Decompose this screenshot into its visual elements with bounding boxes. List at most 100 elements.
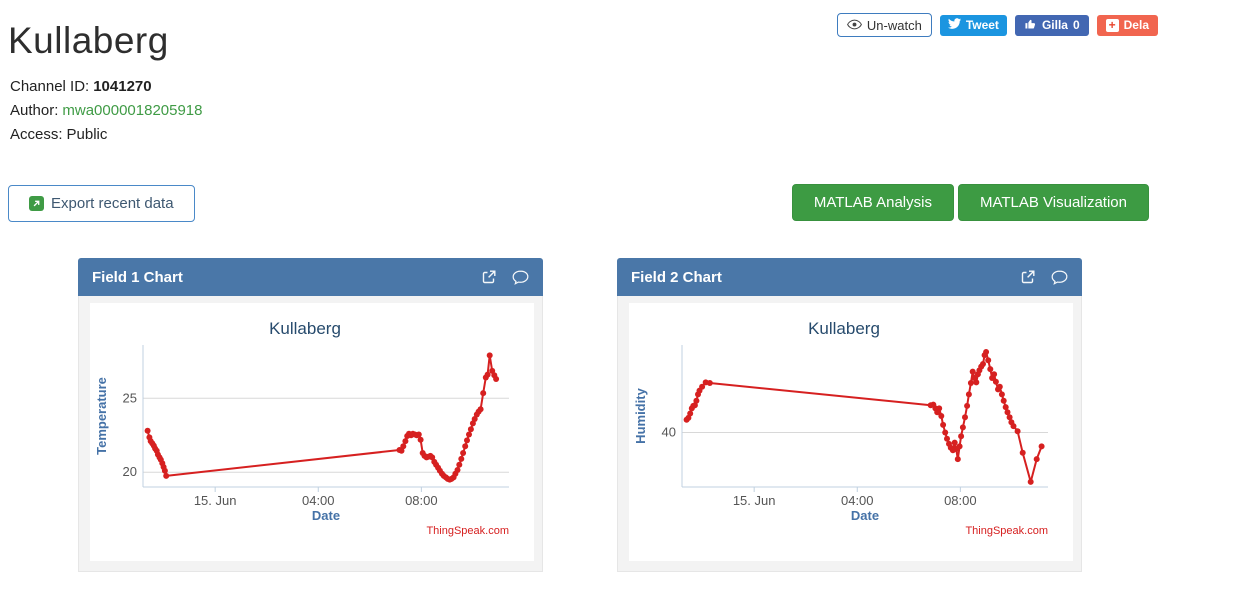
like-count: 0 — [1072, 18, 1080, 32]
channel-id-label: Channel ID: — [10, 78, 90, 95]
channel-id-value: 1041270 — [93, 78, 152, 95]
data-point — [940, 421, 947, 428]
data-point — [959, 424, 966, 431]
data-point — [969, 368, 976, 375]
data-point — [477, 406, 484, 413]
social-bar: Un-watch Tweet Gilla 0 + Dela — [836, 13, 1158, 37]
tweet-button[interactable]: Tweet — [939, 14, 1007, 36]
data-point — [951, 439, 958, 446]
data-point — [493, 376, 500, 382]
x-tick-label: 15. Jun — [194, 493, 237, 508]
data-point — [400, 443, 407, 450]
page-title: Kullaberg — [8, 20, 169, 61]
y-axis-title: Humidity — [633, 387, 648, 443]
y-axis-title: Temperature — [94, 377, 109, 455]
data-point — [466, 431, 472, 438]
comment-icon[interactable] — [512, 270, 529, 285]
external-link-icon[interactable] — [481, 269, 497, 285]
data-point — [973, 379, 980, 386]
data-point — [1014, 428, 1021, 435]
data-point — [699, 383, 706, 390]
data-point — [1010, 423, 1017, 430]
chart-title: Kullaberg — [269, 319, 341, 338]
share-plus-icon: + — [1105, 18, 1119, 32]
author-line: Author: mwa0000018205918 — [10, 99, 203, 123]
data-point — [1019, 449, 1026, 456]
data-point — [429, 454, 436, 461]
data-point — [706, 380, 713, 386]
x-tick-label: 04:00 — [841, 493, 874, 508]
matlab-visualization-button[interactable]: MATLAB Visualization — [957, 184, 1149, 221]
chart-svg: Kullaberg 40 15. Jun 04:00 08:00 Humidity Date… — [633, 319, 1048, 537]
share-button[interactable]: + Dela — [1096, 14, 1158, 36]
data-point — [985, 357, 992, 364]
data-point — [163, 472, 170, 479]
data-point — [462, 443, 469, 450]
matlab-analysis-button[interactable]: MATLAB Analysis — [791, 184, 954, 221]
x-axis-title: Date — [312, 508, 340, 523]
data-point — [1038, 443, 1045, 450]
field1-panel-body: Kullaberg 20 25 15. Jun 04:00 08:00 Temperatur… — [78, 296, 543, 572]
share-label: Dela — [1123, 18, 1149, 32]
data-point — [962, 414, 968, 421]
data-point — [467, 426, 474, 433]
channel-info: Channel ID: 1041270 Author: mwa00000182059… — [10, 75, 203, 147]
field2-chart: Kullaberg 40 15. Jun 04:00 08:00 Humidity Date… — [629, 303, 1073, 561]
like-label: Gilla — [1041, 18, 1068, 32]
data-point — [471, 416, 478, 422]
export-recent-data-button[interactable]: Export recent data — [8, 185, 195, 222]
data-point — [992, 378, 999, 385]
x-tick-label: 04:00 — [302, 493, 335, 508]
data-point — [464, 437, 470, 444]
data-point — [942, 429, 949, 436]
data-point — [456, 461, 463, 468]
comment-icon[interactable] — [1051, 270, 1068, 285]
data-point — [458, 455, 465, 462]
channel-id-line: Channel ID: 1041270 — [10, 75, 203, 99]
field2-chart-panel: Field 2 Chart Kullaberg 40 15. Jun 04:00 08:… — [617, 258, 1082, 572]
chart-svg: Kullaberg 20 25 15. Jun 04:00 08:00 Temperatur… — [94, 319, 509, 537]
external-link-icon[interactable] — [1020, 269, 1036, 285]
eye-icon — [846, 18, 862, 33]
field1-chart-panel: Field 1 Chart Kullaberg 20 25 15. Jun 04:00 0… — [78, 258, 543, 572]
data-point — [1006, 414, 1013, 421]
thumbs-up-icon — [1024, 17, 1037, 33]
tweet-label: Tweet — [965, 18, 999, 32]
x-tick-label: 08:00 — [405, 493, 438, 508]
data-point — [1000, 397, 1007, 404]
data-point — [480, 390, 487, 397]
thingspeak-credits-link[interactable]: ThingSpeak.com — [965, 525, 1048, 537]
data-point — [983, 349, 990, 355]
data-point — [954, 456, 961, 463]
data-point — [415, 431, 422, 438]
data-point — [1002, 404, 1009, 411]
x-tick-label: 15. Jun — [733, 493, 776, 508]
data-point — [486, 352, 493, 359]
unwatch-label: Un-watch — [866, 17, 922, 33]
data-points — [144, 352, 500, 483]
data-point — [417, 436, 424, 443]
data-point — [956, 443, 963, 450]
field2-panel-body: Kullaberg 40 15. Jun 04:00 08:00 Humidity Date… — [617, 296, 1082, 572]
data-point — [967, 380, 974, 386]
data-point — [944, 435, 950, 442]
twitter-bird-icon — [947, 18, 961, 32]
thingspeak-credits-link[interactable]: ThingSpeak.com — [426, 525, 509, 537]
field1-panel-title: Field 1 Chart — [92, 268, 183, 286]
access-line: Access: Public — [10, 123, 203, 147]
unwatch-button[interactable]: Un-watch — [836, 13, 932, 37]
data-point — [484, 371, 491, 378]
data-point — [996, 383, 1003, 390]
data-point — [1033, 456, 1040, 463]
facebook-like-button[interactable]: Gilla 0 — [1014, 14, 1089, 36]
x-axis-title: Date — [851, 508, 879, 523]
data-point — [1027, 478, 1034, 485]
matlab-buttons: MATLAB Analysis MATLAB Visualization — [791, 184, 1149, 221]
data-point — [398, 447, 405, 454]
x-tick-label: 08:00 — [944, 493, 977, 508]
data-point — [936, 405, 943, 412]
data-point — [958, 433, 965, 440]
data-point — [460, 450, 467, 456]
author-link[interactable]: mwa0000018205918 — [62, 102, 203, 119]
